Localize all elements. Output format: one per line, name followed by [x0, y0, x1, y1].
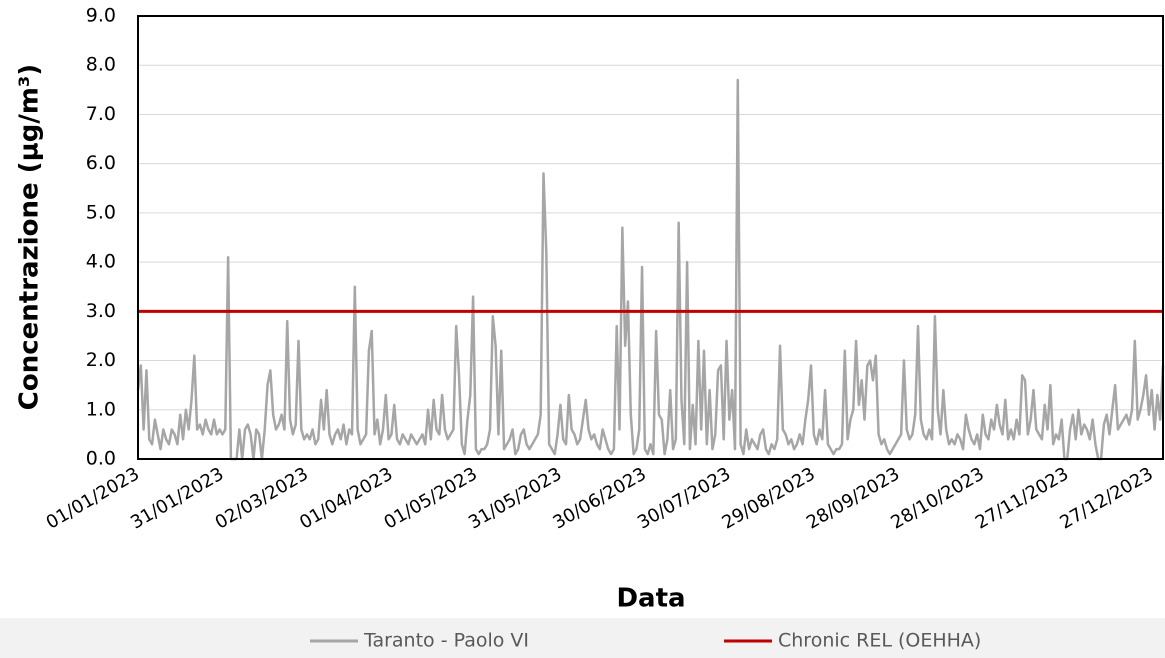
y-tick-label: 1.0 [86, 398, 116, 420]
x-tick-label: 27/12/2023 [1056, 463, 1156, 533]
x-tick-label: 31/05/2023 [465, 463, 565, 533]
x-tick-label: 01/04/2023 [296, 463, 396, 533]
plot-frame [137, 15, 1164, 460]
legend-label: Taranto - Paolo VI [363, 630, 529, 652]
y-tick-label: 2.0 [86, 349, 116, 371]
y-tick-label: 3.0 [86, 300, 116, 322]
x-tick-label: 02/03/2023 [212, 463, 312, 533]
x-tick-label: 28/09/2023 [803, 463, 903, 533]
x-tick-label: 27/11/2023 [972, 463, 1072, 533]
x-tick-label: 30/07/2023 [634, 463, 734, 533]
x-tick-label: 28/10/2023 [887, 463, 987, 533]
y-axis-title: Concentrazione (µg/m³) [15, 64, 45, 410]
y-tick-label: 6.0 [86, 152, 116, 174]
y-tick-label: 8.0 [86, 54, 116, 76]
data-line [136, 78, 1165, 461]
legend-background [0, 618, 1165, 658]
x-tick-label: 01/05/2023 [381, 463, 481, 533]
y-tick-label: 4.0 [86, 251, 116, 273]
x-tick-label: 29/08/2023 [718, 463, 818, 533]
y-tick-label: 0.0 [86, 448, 116, 470]
y-tick-label: 7.0 [86, 103, 116, 125]
x-tick-label: 30/06/2023 [550, 463, 650, 533]
y-tick-label: 9.0 [86, 5, 116, 27]
x-tick-label: 01/01/2023 [43, 463, 143, 533]
x-axis-title: Data [616, 584, 685, 614]
legend-label: Chronic REL (OEHHA) [778, 630, 981, 652]
x-tick-label: 31/01/2023 [127, 463, 227, 533]
y-tick-label: 5.0 [86, 201, 116, 223]
